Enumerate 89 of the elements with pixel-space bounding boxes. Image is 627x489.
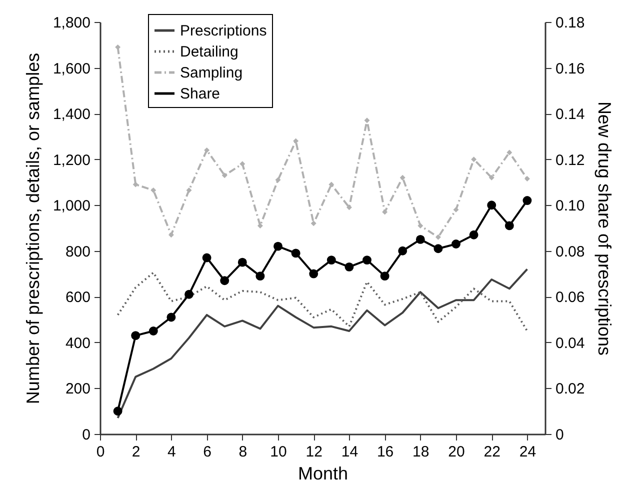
point <box>184 290 194 299</box>
point <box>346 204 352 210</box>
point <box>220 276 230 286</box>
point <box>362 256 372 265</box>
y2-tick-label: 0 <box>556 426 564 444</box>
point <box>150 187 156 193</box>
y2-tick-label: 0.14 <box>556 106 585 124</box>
y2-tick-label: 0.04 <box>556 334 585 352</box>
legend-label: Share <box>180 86 220 102</box>
point <box>256 272 265 281</box>
line-series <box>116 272 528 332</box>
x-tick-label: 14 <box>341 444 358 460</box>
point <box>309 269 318 278</box>
point <box>487 200 496 210</box>
y-tick-label: 1,600 <box>52 60 90 78</box>
x-tick-label: 0 <box>96 444 105 460</box>
point <box>238 258 247 267</box>
x-tick-label: 20 <box>448 444 465 460</box>
point <box>274 242 282 251</box>
x-tick-label: 12 <box>306 444 322 460</box>
point <box>416 234 425 244</box>
point <box>240 161 246 167</box>
y2-tick-label: 0.08 <box>556 243 585 260</box>
y2-tick-label: 0.12 <box>556 152 585 169</box>
x-axis-title: Month <box>298 464 348 484</box>
point <box>471 156 477 162</box>
point <box>204 147 210 153</box>
line-series <box>116 268 528 419</box>
y2-tick-label: 0.10 <box>556 198 585 215</box>
y-tick-label: 0 <box>82 426 90 444</box>
point <box>382 209 388 215</box>
point <box>435 234 441 240</box>
point <box>469 230 478 240</box>
point <box>132 182 138 188</box>
point <box>522 196 532 205</box>
point <box>488 174 494 180</box>
point <box>310 220 316 226</box>
y2-axis-title: New drug share of prescriptions <box>594 101 615 356</box>
legend-label: Detailing <box>180 44 238 60</box>
point <box>131 331 140 340</box>
x-tick-label: 16 <box>376 444 394 460</box>
y-tick-label: 600 <box>65 289 90 306</box>
x-tick-label: 2 <box>132 444 140 460</box>
y2-tick-label: 0.02 <box>556 380 585 398</box>
y2-tick-label: 0.06 <box>556 289 585 306</box>
point <box>418 222 424 228</box>
legend-label: Prescriptions <box>180 22 267 40</box>
point <box>504 221 514 230</box>
y-tick-label: 1,000 <box>52 198 90 215</box>
x-tick-label: 18 <box>412 444 430 460</box>
point <box>148 326 158 336</box>
x-tick-label: 4 <box>168 444 176 460</box>
y2-tick-label: 0.16 <box>556 60 585 78</box>
point <box>326 256 336 265</box>
point <box>166 312 176 322</box>
y-tick-label: 1,800 <box>52 14 90 32</box>
point <box>275 177 281 183</box>
y-axis-title: Number of prescriptions, details, or samples <box>22 52 43 404</box>
x-tick-label: 24 <box>519 444 536 460</box>
point <box>453 206 459 212</box>
point <box>328 182 334 188</box>
point <box>452 240 460 248</box>
y-tick-label: 1,400 <box>52 106 90 124</box>
point <box>524 176 530 182</box>
y2-tick-label: 0.18 <box>556 14 585 32</box>
point <box>113 406 122 416</box>
point <box>291 248 300 258</box>
x-tick-label: 10 <box>270 444 287 460</box>
y-tick-label: 800 <box>65 243 90 260</box>
point <box>222 172 228 178</box>
point <box>168 232 174 238</box>
point <box>186 187 192 193</box>
point <box>115 44 121 50</box>
x-tick-label: 6 <box>203 444 212 460</box>
point <box>202 253 212 262</box>
y-tick-label: 1,200 <box>52 152 90 169</box>
point <box>344 262 354 272</box>
x-tick-label: 8 <box>238 444 248 460</box>
y-tick-label: 400 <box>65 334 90 352</box>
point <box>380 272 390 281</box>
point <box>398 246 408 256</box>
point <box>434 244 443 254</box>
x-tick-label: 22 <box>484 444 500 460</box>
point <box>364 118 370 124</box>
point <box>506 150 512 156</box>
point <box>293 138 299 144</box>
point <box>400 174 406 180</box>
y-tick-label: 200 <box>65 380 90 398</box>
legend-label: Sampling <box>180 64 243 82</box>
